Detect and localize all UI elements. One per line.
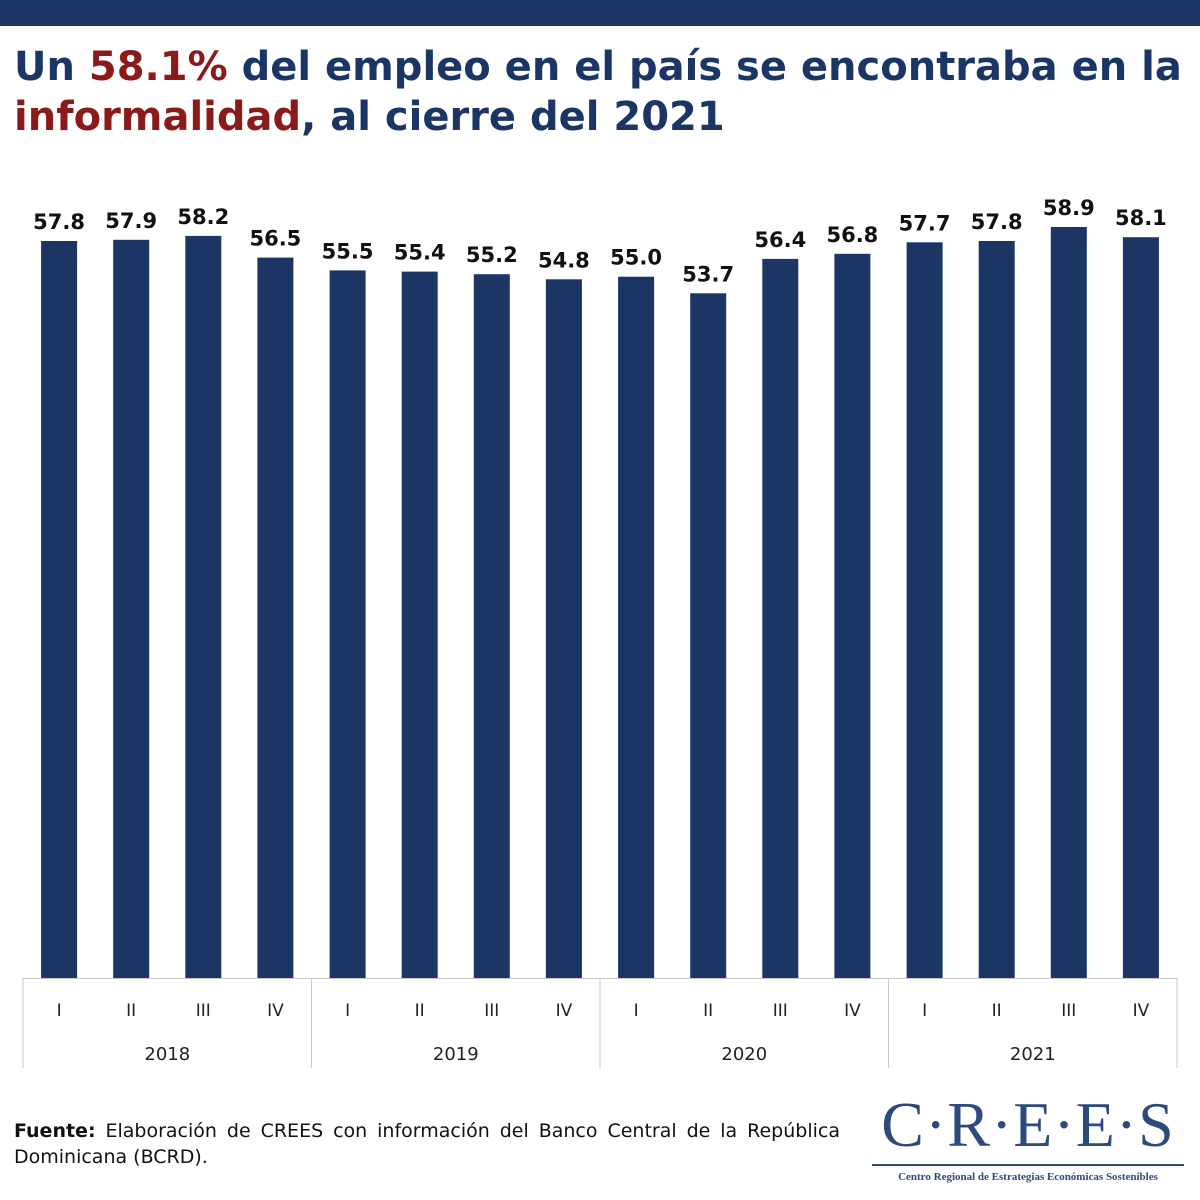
data-label-5: 55.5	[322, 239, 374, 263]
year-label-2021: 2021	[1010, 1044, 1056, 1065]
logo-divider	[872, 1164, 1184, 1166]
title-part-1: Un	[14, 44, 89, 90]
title-highlight-percent: 58.1%	[88, 44, 228, 90]
page-title: Un 58.1% del empleo en el país se encont…	[14, 42, 1194, 142]
year-label-2018: 2018	[144, 1044, 190, 1065]
quarter-label-10: II	[703, 1001, 713, 1021]
quarter-label-14: II	[992, 1001, 1002, 1021]
quarter-label-11: III	[773, 1001, 788, 1021]
value-labels-layer: 57.8 57.9 58.2 56.5 55.5 55.4 55.2 54.8 55.0 53.7…	[33, 196, 1167, 286]
quarter-label-8: IV	[556, 1001, 573, 1021]
quarter-label-9: I	[634, 1001, 639, 1021]
source-text: Elaboración de CREES con información del…	[14, 1120, 840, 1168]
quarter-label-1: I	[57, 1001, 62, 1021]
bar-15	[1050, 227, 1087, 978]
informality-bar-chart: 57.8 57.9 58.2 56.5 55.5 55.4 55.2 54.8 55.0 53.7…	[22, 196, 1178, 1068]
data-label-15: 58.9	[1043, 196, 1095, 220]
bar-9	[618, 276, 655, 978]
data-label-16: 58.1	[1115, 206, 1167, 230]
source-note: Fuente: Elaboración de CREES con informa…	[14, 1118, 840, 1170]
title-part-3: , al cierre del 2021	[301, 94, 725, 140]
data-label-12: 56.8	[826, 223, 878, 247]
quarter-label-15: III	[1061, 1001, 1076, 1021]
bar-5	[329, 270, 366, 978]
year-label-2019: 2019	[433, 1044, 479, 1065]
quarter-label-7: III	[484, 1001, 499, 1021]
title-highlight-informalidad: informalidad	[14, 94, 302, 140]
bar-4	[257, 257, 294, 979]
crees-logo: C·R·E·E·S Centro Regional de Estrategias…	[872, 1090, 1184, 1186]
year-label-2020: 2020	[721, 1044, 767, 1065]
bar-10	[690, 293, 727, 978]
bar-6	[401, 271, 438, 979]
data-label-11: 56.4	[754, 228, 806, 252]
bar-1	[41, 241, 78, 978]
quarter-label-5: I	[345, 1001, 350, 1021]
data-label-6: 55.4	[394, 241, 446, 265]
crees-logo-subtitle: Centro Regional de Estrategias Económica…	[898, 1171, 1158, 1183]
quarter-label-12: IV	[844, 1001, 861, 1021]
bars-layer	[41, 227, 1159, 979]
bar-16	[1122, 237, 1159, 978]
bar-7	[473, 274, 510, 978]
quarter-label-4: IV	[267, 1001, 284, 1021]
data-label-14: 57.8	[971, 210, 1023, 234]
data-label-2: 57.9	[105, 209, 157, 233]
data-label-10: 53.7	[682, 262, 734, 286]
data-label-3: 58.2	[177, 205, 229, 229]
bar-3	[185, 235, 222, 978]
crees-logo-wordmark: C·R·E·E·S	[881, 1089, 1175, 1160]
quarter-label-13: I	[922, 1001, 927, 1021]
bar-13	[906, 242, 943, 979]
bar-12	[834, 253, 871, 979]
source-label: Fuente:	[14, 1120, 96, 1142]
top-banner-bar	[0, 0, 1200, 26]
bar-14	[978, 241, 1015, 978]
data-label-13: 57.7	[899, 211, 951, 235]
bar-11	[762, 258, 799, 978]
data-label-7: 55.2	[466, 243, 518, 267]
data-label-9: 55.0	[610, 246, 662, 270]
data-label-8: 54.8	[538, 248, 590, 272]
bar-2	[113, 239, 150, 979]
bar-8	[545, 279, 582, 978]
quarter-label-16: IV	[1133, 1001, 1150, 1021]
data-label-4: 56.5	[249, 227, 301, 251]
data-label-1: 57.8	[33, 210, 85, 234]
quarter-label-6: II	[415, 1001, 425, 1021]
quarter-label-2: II	[126, 1001, 136, 1021]
title-part-2: del empleo en el país se encontraba en l…	[227, 44, 1182, 90]
quarter-label-3: III	[196, 1001, 211, 1021]
